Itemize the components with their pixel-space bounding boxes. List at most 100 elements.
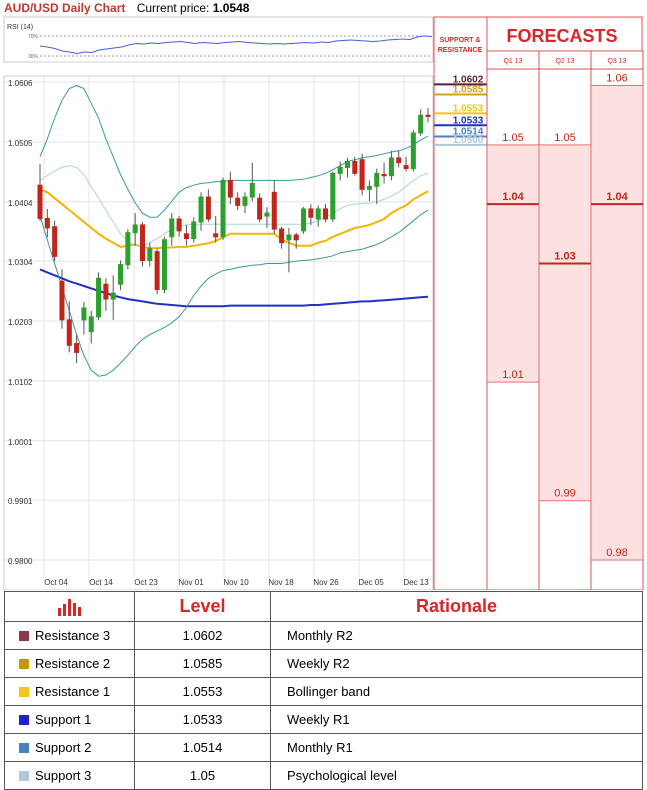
forecast-marker-label: 1.06 [606, 73, 627, 85]
forecast-range [592, 85, 642, 560]
level-value: 1.05 [134, 761, 271, 790]
forecast-col-label: Q3 13 [607, 58, 626, 65]
x-tick-label: Nov 18 [268, 578, 294, 587]
candle [132, 224, 138, 234]
level-value: 1.0514 [134, 733, 271, 762]
candle [183, 233, 189, 240]
level-color-swatch [19, 631, 29, 641]
candle [330, 172, 336, 220]
level-header: Level [134, 591, 271, 622]
candle [88, 316, 94, 333]
table-row: Resistance 3 1.0602 Monthly R2 [4, 621, 643, 650]
candle [359, 159, 365, 190]
level-value: 1.0585 [134, 649, 271, 678]
indicator-line-3 [39, 209, 429, 377]
indicator-line-4 [39, 165, 429, 247]
level-name-cell: Support 3 [4, 761, 135, 790]
candle [205, 196, 211, 220]
current-price-value: 1.0548 [212, 1, 250, 15]
price-chart: RSI (14) 70% 30% 1.06061.05051.04041.030… [3, 16, 644, 590]
level-rationale: Bollinger band [270, 677, 643, 706]
y-tick-label: 1.0203 [8, 318, 33, 327]
candle [286, 234, 292, 241]
level-rationale: Weekly R1 [270, 705, 643, 734]
level-value: 1.0602 [134, 621, 271, 650]
candle [410, 132, 416, 170]
level-name: Support 1 [35, 712, 92, 727]
candle [74, 343, 80, 353]
level-name: Support 2 [35, 740, 92, 755]
candle [110, 292, 116, 300]
candle [44, 217, 50, 229]
candle [249, 182, 255, 198]
candle [227, 179, 233, 198]
table-row: Resistance 2 1.0585 Weekly R2 [4, 649, 643, 678]
level-rationale: Monthly R2 [270, 621, 643, 650]
candle [374, 172, 380, 187]
y-tick-label: 1.0102 [8, 378, 33, 387]
candle [366, 185, 372, 190]
candle [191, 221, 197, 240]
candle [198, 196, 204, 223]
candle [154, 251, 160, 291]
y-tick-label: 1.0404 [8, 199, 33, 208]
forecast-marker-label: 1.05 [502, 132, 523, 144]
candle [322, 208, 329, 220]
candle [169, 218, 175, 238]
candle [213, 233, 219, 238]
candle [161, 239, 167, 291]
x-tick-label: Nov 26 [313, 578, 339, 587]
level-rationale: Psychological level [270, 761, 643, 790]
rsi-line [39, 35, 433, 55]
candle [293, 234, 299, 241]
y-tick-label: 1.0304 [8, 258, 33, 267]
forecast-marker-label: 1.05 [554, 132, 575, 144]
forecast-range [540, 144, 590, 501]
levels-table: Level Rationale Resistance 3 1.0602 Monthl… [4, 591, 643, 790]
forecast-range [488, 144, 538, 383]
indicator-line-0 [39, 188, 429, 250]
candles [37, 108, 431, 364]
candle [396, 157, 402, 164]
x-tick-label: Oct 14 [89, 578, 113, 587]
candle [220, 179, 226, 238]
candle [425, 114, 431, 117]
sr-level-label: 1.0553 [453, 103, 484, 114]
candle [176, 218, 182, 232]
support-resistance-label-line2: RESISTANCE [438, 47, 483, 54]
candle [235, 197, 241, 206]
chart-header: AUD/USD Daily Chart Current price: 1.054… [4, 1, 249, 15]
forecast-col-label: Q1 13 [503, 58, 522, 65]
forecast-col-label: Q2 13 [555, 58, 574, 65]
rsi-label: RSI (14) [7, 24, 33, 31]
level-name-cell: Resistance 1 [4, 677, 135, 706]
rationale-header: Rationale [270, 591, 643, 622]
x-tick-label: Oct 04 [44, 578, 68, 587]
level-rationale: Weekly R2 [270, 649, 643, 678]
y-tick-label: 0.9901 [8, 497, 33, 506]
forecasts-title: FORECASTS [506, 26, 617, 46]
sr-level-label: 1.0514 [453, 127, 484, 138]
level-color-swatch [19, 715, 29, 725]
y-tick-label: 1.0606 [8, 79, 33, 88]
candle [381, 174, 387, 177]
forecast-marker-label: 1.04 [502, 191, 524, 203]
candle [344, 160, 350, 168]
x-axis-ticks: Oct 04 Oct 14 Oct 23 Nov 01 Nov 10 Nov 18 Nov … [44, 578, 429, 587]
candle [139, 224, 146, 262]
candle [37, 184, 43, 219]
level-name: Resistance 3 [35, 628, 111, 643]
level-value: 1.0533 [134, 705, 271, 734]
candle [388, 157, 394, 177]
forecast-marker-label: 0.98 [606, 547, 627, 559]
candle [308, 208, 314, 218]
candle [403, 165, 409, 170]
support-resistance-label-line1: SUPPORT & [440, 37, 481, 44]
candle [66, 319, 72, 346]
level-color-swatch [19, 771, 29, 781]
x-tick-label: Dec 05 [358, 578, 384, 587]
x-tick-label: Nov 10 [223, 578, 249, 587]
candle [147, 248, 153, 262]
level-color-swatch [19, 659, 29, 669]
